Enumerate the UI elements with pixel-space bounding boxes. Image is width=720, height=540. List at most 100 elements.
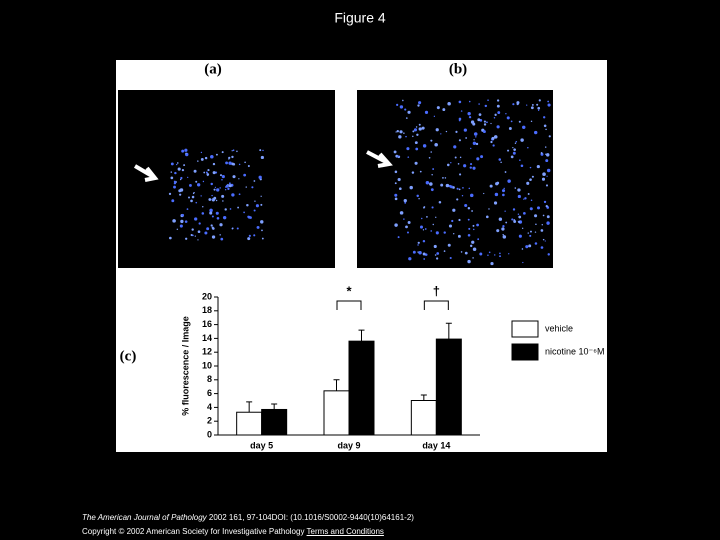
fluorescence-dot <box>211 215 214 218</box>
fluorescence-dot <box>404 108 407 111</box>
terms-link[interactable]: Terms and Conditions <box>306 527 384 536</box>
fluorescence-dot <box>470 163 473 166</box>
fluorescence-dot <box>446 163 450 167</box>
fluorescence-dot <box>415 147 419 151</box>
fluorescence-dot <box>216 188 220 192</box>
fluorescence-dot <box>435 216 437 218</box>
fluorescence-dot <box>186 208 189 211</box>
fluorescence-dot <box>231 227 234 230</box>
fluorescence-dot <box>395 154 399 158</box>
fluorescence-dot <box>225 184 229 188</box>
fluorescence-dot <box>494 254 496 256</box>
fluorescence-dot <box>260 203 263 206</box>
fluorescence-dot <box>224 208 227 211</box>
fluorescence-dot <box>463 164 467 168</box>
legend-swatch <box>511 343 539 361</box>
fluorescence-dot <box>225 161 229 165</box>
fluorescence-dot <box>534 214 538 218</box>
fluorescence-dot <box>417 241 420 244</box>
fluorescence-dot <box>185 237 188 240</box>
fluorescence-dot <box>463 128 467 132</box>
copyright-line: Copyright © 2002 American Society for In… <box>82 527 384 536</box>
fluorescence-dot <box>540 152 543 154</box>
fluorescence-dot <box>529 166 532 169</box>
fluorescence-dot <box>394 193 398 197</box>
fluorescence-dot <box>523 211 526 215</box>
y-tick-label: 10 <box>202 360 212 370</box>
fluorescence-dot <box>190 234 193 237</box>
fluorescence-dot <box>512 146 514 149</box>
fluorescence-dot <box>211 198 213 201</box>
fluorescence-dot <box>538 99 541 102</box>
fluorescence-dot <box>421 217 423 220</box>
fluorescence-dot <box>170 171 173 173</box>
fluorescence-dot <box>412 135 414 138</box>
fluorescence-dot <box>544 146 547 148</box>
fluorescence-dot <box>228 182 231 185</box>
fluorescence-dot <box>195 201 198 204</box>
fluorescence-dot <box>447 243 451 247</box>
fluorescence-dot <box>424 228 427 230</box>
fluorescence-dot <box>496 99 500 102</box>
fluorescence-dot <box>469 244 473 248</box>
fluorescence-dot <box>203 171 206 174</box>
fluorescence-dot <box>415 126 418 128</box>
fluorescence-dot <box>472 247 477 252</box>
fluorescence-dot <box>540 229 544 232</box>
fluorescence-dot <box>421 126 425 130</box>
fluorescence-dot <box>480 155 484 159</box>
fluorescence-dot <box>422 252 426 256</box>
fluorescence-dot <box>177 167 181 171</box>
fluorescence-dot <box>184 148 188 152</box>
fluorescence-dot <box>173 185 176 189</box>
fluorescence-dot <box>547 103 551 107</box>
fluorescence-dot <box>453 233 455 235</box>
fluorescence-dot <box>546 175 548 177</box>
fluorescence-dot <box>500 161 502 164</box>
bar <box>410 400 437 436</box>
fluorescence-dot <box>477 238 480 241</box>
fluorescence-dot <box>511 218 514 221</box>
fluorescence-dot <box>460 110 463 112</box>
y-tick-label: 0 <box>207 429 212 439</box>
fluorescence-dot <box>467 233 471 237</box>
y-axis-label: % fluorescence / Image <box>180 316 190 416</box>
fluorescence-dot <box>459 173 462 176</box>
fluorescence-dot <box>418 250 422 255</box>
fluorescence-dot <box>520 164 524 168</box>
fluorescence-dot <box>414 161 418 165</box>
fluorescence-dot <box>472 122 476 126</box>
fluorescence-dot <box>416 133 419 136</box>
fluorescence-dot <box>262 149 264 152</box>
fluorescence-dot <box>423 206 425 209</box>
fluorescence-dot <box>425 181 430 185</box>
fluorescence-dot <box>530 199 533 202</box>
fluorescence-dot <box>197 239 199 241</box>
fluorescence-dot <box>512 151 516 155</box>
fluorescence-dot <box>175 163 178 166</box>
fluorescence-dot <box>517 188 521 192</box>
significance-bracket <box>423 300 449 310</box>
fluorescence-dot <box>531 175 534 178</box>
fluorescence-dot <box>519 159 521 161</box>
fluorescence-dot <box>455 130 458 133</box>
fluorescence-dot <box>214 186 217 188</box>
fluorescence-dot <box>419 225 423 229</box>
error-bar <box>246 401 253 413</box>
bar-chart: 0 2 4 6 8 10 12 14 16 18 20 % fluorescence / Image d… <box>180 283 604 450</box>
fluorescence-dot <box>478 103 480 105</box>
fluorescence-dot <box>514 187 517 189</box>
fluorescence-dot <box>183 164 186 166</box>
fluorescence-dot <box>181 149 185 153</box>
fluorescence-dot <box>499 255 502 258</box>
fluorescence-dot <box>472 257 474 259</box>
fluorescence-dot <box>546 153 550 157</box>
fluorescence-dot <box>253 180 256 182</box>
fluorescence-dot <box>445 130 448 133</box>
fluorescence-dot <box>510 120 513 123</box>
fluorescence-dot <box>526 181 530 185</box>
fluorescence-dot <box>458 139 461 142</box>
fluorescence-dot <box>176 228 179 230</box>
fluorescence-dot <box>394 197 398 201</box>
fluorescence-dot <box>176 162 179 164</box>
